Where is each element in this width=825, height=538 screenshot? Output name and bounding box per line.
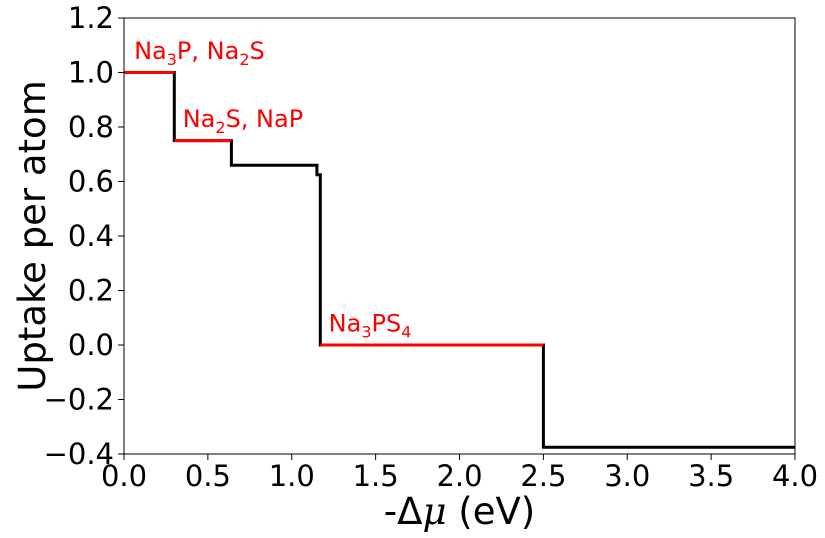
plot-frame [123, 17, 796, 455]
x-axis-label: -Δμ (eV) [384, 490, 535, 533]
x-tick-label: 3.0 [604, 459, 650, 493]
x-axis-label-suffix: (eV) [447, 490, 536, 533]
x-tick-label: 2.0 [436, 459, 482, 493]
y-tick-label: 0.6 [68, 165, 114, 199]
phase-annotation: Na3P, Na2S [134, 37, 265, 69]
step-line [124, 71, 795, 449]
y-axis: −0.4 −0.2 0.0 0.2 0.4 0.6 0.8 1.0 1.2 [44, 1, 124, 471]
x-tick-label: 0.0 [101, 459, 147, 493]
annotations: Na3P, Na2S Na2S, NaP Na3PS4 [134, 37, 411, 342]
y-tick-label: 0.0 [68, 328, 114, 362]
y-tick-label: −0.4 [44, 437, 114, 471]
x-tick-label: 0.5 [185, 459, 231, 493]
phase-annotation: Na3PS4 [329, 309, 412, 341]
x-tick-label: 2.5 [520, 459, 566, 493]
y-tick-label: 0.8 [68, 110, 114, 144]
x-axis-label-prefix: -Δ [384, 490, 423, 533]
plot-layer [124, 71, 795, 449]
x-tick-label: 3.5 [688, 459, 734, 493]
y-tick-label: −0.2 [44, 383, 114, 417]
y-tick-label: 0.4 [68, 219, 114, 253]
y-tick-label: 1.2 [68, 1, 114, 35]
x-tick-label: 1.5 [353, 459, 399, 493]
y-tick-label: 0.2 [68, 274, 114, 308]
y-tick-label: 1.0 [68, 56, 114, 90]
y-axis-label: Uptake per atom [11, 80, 54, 391]
phase-annotation: Na2S, NaP [183, 105, 303, 137]
x-axis: 0.0 0.5 1.0 1.5 2.0 2.5 3.0 3.5 4.0 [101, 454, 818, 493]
x-tick-label: 1.0 [269, 459, 315, 493]
x-axis-label-mu: μ [422, 490, 446, 533]
x-tick-label: 4.0 [772, 459, 818, 493]
